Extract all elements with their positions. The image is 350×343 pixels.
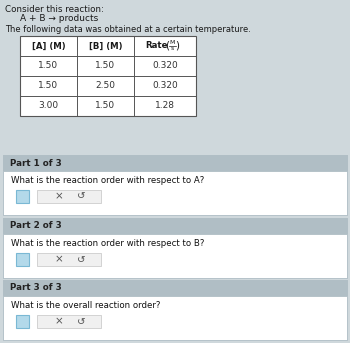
Text: s: s xyxy=(170,47,174,51)
Bar xyxy=(3,234,347,278)
Bar xyxy=(3,218,347,234)
Text: ↺: ↺ xyxy=(77,317,86,327)
Bar xyxy=(3,280,347,340)
Text: Rate: Rate xyxy=(146,42,168,50)
Text: (: ( xyxy=(165,41,169,51)
Text: 2.50: 2.50 xyxy=(96,82,116,91)
Text: A + B → products: A + B → products xyxy=(20,14,98,23)
Text: 1.28: 1.28 xyxy=(155,102,175,110)
Text: ↺: ↺ xyxy=(77,191,86,201)
Text: [B] (M): [B] (M) xyxy=(89,42,122,50)
Text: ×: × xyxy=(55,191,64,201)
Text: [A] (M): [A] (M) xyxy=(32,42,65,50)
Text: 1.50: 1.50 xyxy=(38,82,58,91)
Text: What is the reaction order with respect to A?: What is the reaction order with respect … xyxy=(11,176,204,185)
Bar xyxy=(16,253,29,266)
Text: ↺: ↺ xyxy=(77,255,86,264)
Bar xyxy=(37,253,101,266)
Text: 1.50: 1.50 xyxy=(96,61,116,71)
Bar xyxy=(3,296,347,340)
Text: The following data was obtained at a certain temperature.: The following data was obtained at a cer… xyxy=(5,25,251,34)
Bar xyxy=(16,315,29,328)
Bar xyxy=(20,36,196,116)
Text: Part 2 of 3: Part 2 of 3 xyxy=(10,222,62,230)
Bar xyxy=(3,280,347,296)
Bar xyxy=(37,315,101,328)
Text: ×: × xyxy=(55,317,64,327)
Text: M: M xyxy=(169,40,175,45)
Bar xyxy=(3,155,347,215)
Text: 0.320: 0.320 xyxy=(152,82,178,91)
Bar xyxy=(16,190,29,203)
Bar xyxy=(37,190,101,203)
Bar xyxy=(3,218,347,278)
Text: 3.00: 3.00 xyxy=(38,102,58,110)
Text: 1.50: 1.50 xyxy=(96,102,116,110)
Text: 1.50: 1.50 xyxy=(38,61,58,71)
Text: What is the overall reaction order?: What is the overall reaction order? xyxy=(11,301,160,310)
Text: Part 1 of 3: Part 1 of 3 xyxy=(10,158,62,167)
Text: What is the reaction order with respect to B?: What is the reaction order with respect … xyxy=(11,239,204,248)
Bar xyxy=(3,155,347,171)
Text: Consider this reaction:: Consider this reaction: xyxy=(5,5,104,14)
Text: ×: × xyxy=(55,255,64,264)
Text: Part 3 of 3: Part 3 of 3 xyxy=(10,284,62,293)
Bar xyxy=(3,171,347,215)
Text: ): ) xyxy=(175,41,179,51)
Text: 0.320: 0.320 xyxy=(152,61,178,71)
